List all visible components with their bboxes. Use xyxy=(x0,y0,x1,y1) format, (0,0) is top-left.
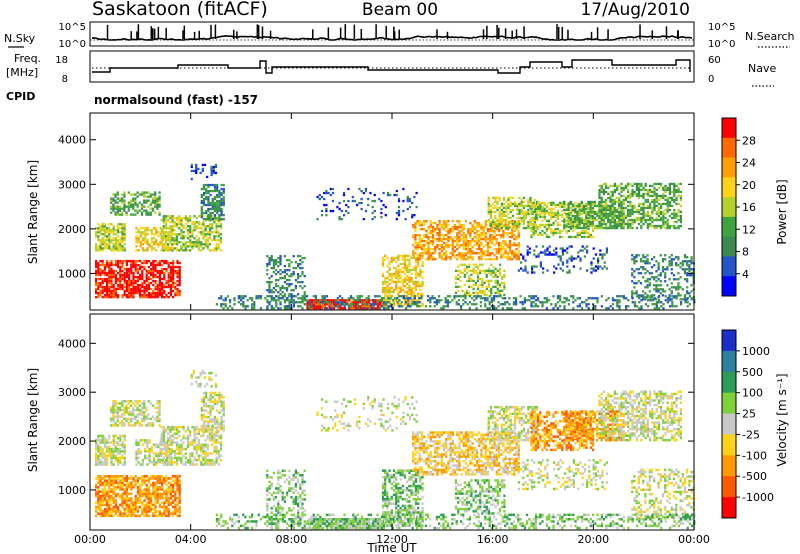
x-tick-label: 12:00 xyxy=(376,533,408,546)
colorbar-swatch xyxy=(722,392,736,415)
y-tick-label: 4000 xyxy=(58,134,86,147)
y-tick-label: 2000 xyxy=(58,435,86,448)
y-tick-label: 2000 xyxy=(58,223,86,236)
colorbar-swatch xyxy=(722,236,736,257)
nave-tick-low: 0 xyxy=(708,74,714,85)
nsky-tick-low: 10^0 xyxy=(59,39,86,50)
x-tick-label: 08:00 xyxy=(275,533,307,546)
colorbar-swatch xyxy=(722,434,736,456)
nave-tick-high: 60 xyxy=(708,55,721,66)
y-tick-label: 3000 xyxy=(58,178,86,191)
cpid-text: normalsound (fast) -157 xyxy=(94,93,258,107)
station-title: Saskatoon (fitACF) xyxy=(92,0,268,20)
cpid-label: CPID xyxy=(6,90,35,103)
nsearch-tick-low: 10^0 xyxy=(708,39,735,50)
colorbar-tick-label: -500 xyxy=(742,470,767,483)
nsearch-label: N.Search xyxy=(745,30,795,43)
power-ylabel: Slant Range [km] xyxy=(26,160,40,264)
x-tick-label: 00:00 xyxy=(678,533,710,546)
nsky-label: N.Sky xyxy=(4,32,36,45)
velocity-colorbar: 1000 500 100 25 -25 -100 -500 -1000 xyxy=(721,329,774,519)
nave-label: Nave xyxy=(748,62,776,75)
colorbar-tick-label: 500 xyxy=(742,366,763,379)
freq-tick-high: 18 xyxy=(55,55,68,66)
velocity-colorbar-label: Velocity [m s⁻¹] xyxy=(775,373,789,466)
nsky-tick-high: 10^5 xyxy=(59,22,86,33)
colorbar-tick-label: 100 xyxy=(742,387,763,400)
freq-label: Freq. xyxy=(14,52,41,65)
colorbar-swatch xyxy=(722,216,736,238)
power-y-axis: 4000 3000 2000 1000 xyxy=(58,134,694,280)
colorbar-frame xyxy=(721,329,737,519)
x-tick-label: 16:00 xyxy=(477,533,509,546)
date-label: 17/Aug/2010 xyxy=(580,0,690,20)
x-axis-label: Time UT xyxy=(366,541,417,554)
colorbar-tick-label: 4 xyxy=(742,268,749,281)
colorbar-tick-label: 12 xyxy=(742,223,756,236)
power-colorbar: 28 24 20 16 12 8 4 xyxy=(721,117,756,297)
colorbar-swatch xyxy=(722,413,736,435)
x-tick-label: 00:00 xyxy=(74,533,106,546)
colorbar-tick-label: -1000 xyxy=(742,491,774,504)
colorbar-tick-label: -100 xyxy=(742,449,767,462)
freq-unit-label: [MHz] xyxy=(6,66,38,79)
colorbar-swatch xyxy=(722,276,736,297)
colorbar-swatch xyxy=(722,157,736,178)
colorbar-tick-label: 28 xyxy=(742,134,756,147)
freq-panel-frame xyxy=(89,50,695,83)
colorbar-tick-label: -25 xyxy=(742,428,760,441)
colorbar-swatch xyxy=(722,497,736,519)
colorbar-swatch xyxy=(722,371,736,394)
power-colorbar-label: Power [dB] xyxy=(775,179,789,244)
velocity-heatmap xyxy=(95,369,696,530)
colorbar-swatch xyxy=(722,197,736,218)
y-tick-label: 1000 xyxy=(58,484,86,497)
colorbar-tick-label: 20 xyxy=(742,179,756,192)
colorbar-swatch xyxy=(722,330,736,352)
nsky-trace xyxy=(90,24,694,41)
colorbar-tick-label: 1000 xyxy=(742,345,770,358)
colorbar-swatch xyxy=(722,350,736,373)
nsearch-tick-high: 10^5 xyxy=(708,22,735,33)
colorbar-swatch xyxy=(722,137,736,159)
y-tick-label: 4000 xyxy=(58,337,86,350)
time-axis: 00:00 04:00 08:00 12:00 16:00 20:00 00:00 xyxy=(74,113,710,546)
y-tick-label: 1000 xyxy=(58,267,86,280)
colorbar-tick-label: 24 xyxy=(742,157,756,170)
y-tick-label: 3000 xyxy=(58,386,86,399)
freq-trace xyxy=(92,59,691,74)
colorbar-swatch xyxy=(722,177,736,198)
colorbar-tick-label: 25 xyxy=(742,408,756,421)
nsky-panel-frame xyxy=(89,21,695,47)
colorbar-swatch xyxy=(722,455,736,477)
x-tick-label: 04:00 xyxy=(175,533,207,546)
colorbar-swatch xyxy=(722,256,736,277)
colorbar-tick-label: 16 xyxy=(742,201,756,214)
velocity-ylabel: Slant Range [km] xyxy=(26,368,40,472)
velocity-y-axis: 4000 3000 2000 1000 xyxy=(58,337,694,497)
colorbar-swatch xyxy=(722,476,736,498)
colorbar-swatch xyxy=(722,118,736,139)
power-heatmap xyxy=(95,163,696,310)
x-tick-label: 20:00 xyxy=(577,533,609,546)
beam-label: Beam 00 xyxy=(362,0,438,20)
freq-tick-low: 8 xyxy=(62,74,68,85)
colorbar-tick-label: 8 xyxy=(742,246,749,259)
